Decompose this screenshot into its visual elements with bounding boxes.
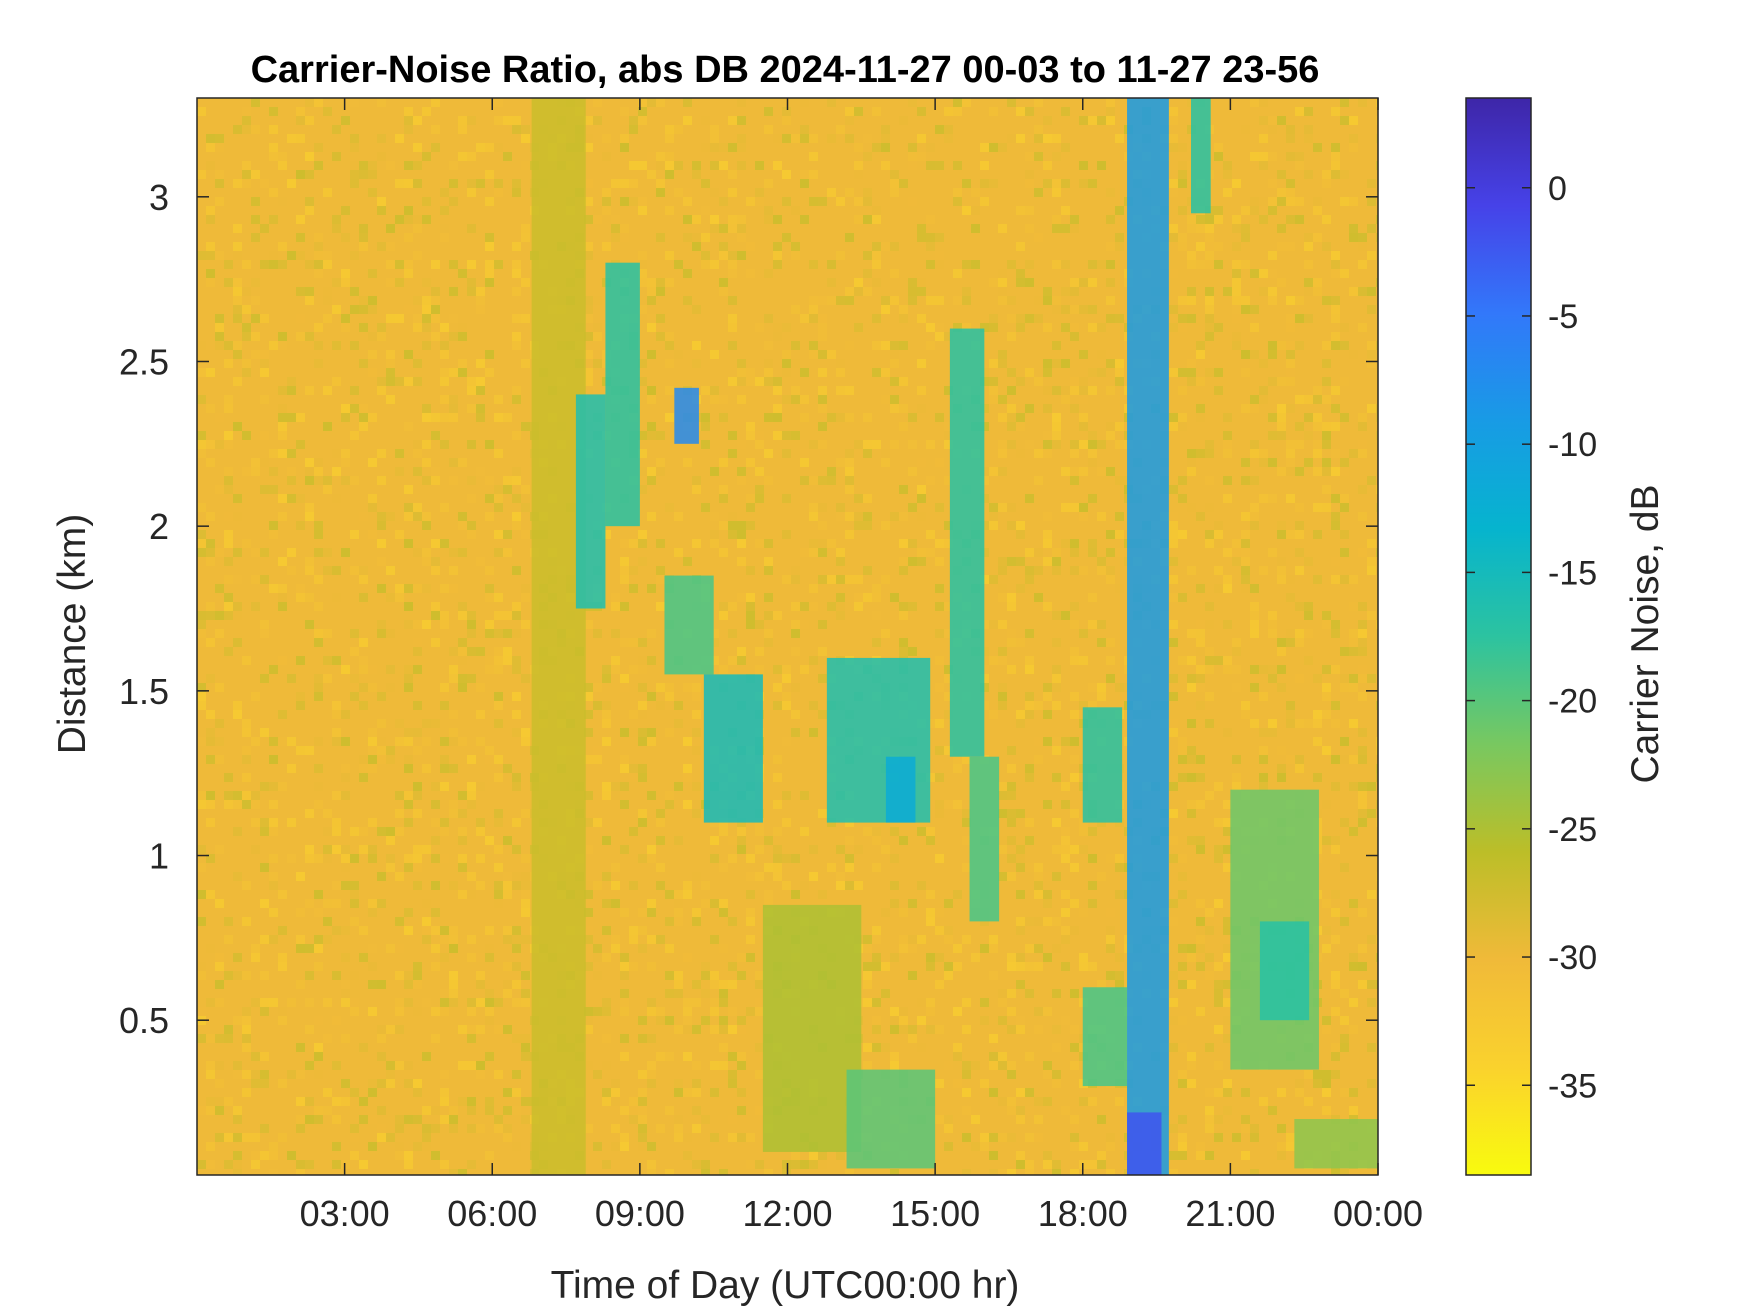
- colorbar-tick-label: -15: [1548, 554, 1597, 592]
- x-axis-label: Time of Day (UTC00:00 hr): [551, 1264, 1020, 1307]
- chart-title: Carrier-Noise Ratio, abs DB 2024-11-27 0…: [251, 49, 1320, 91]
- heatmap-feature-8: [885, 756, 916, 823]
- colorbar: 0 -5 -10 -15 -20 -25 -30 -35: [1465, 97, 1597, 1176]
- heatmap-feature-6: [762, 904, 862, 1152]
- colorbar-tick-label: -30: [1548, 939, 1597, 977]
- heatmap-feature-5: [703, 674, 763, 823]
- colorbar-gradient: [1465, 97, 1532, 1176]
- colorbar-tick-label: -5: [1548, 298, 1578, 336]
- y-tick-label: 3: [149, 177, 169, 218]
- heatmap-feature-15: [1127, 1112, 1162, 1175]
- axes: 03:00 06:00 09:00 12:00 15:00 18:00 21:00 00:00…: [119, 97, 1423, 1234]
- heatmap-feature-2: [605, 262, 640, 527]
- heatmap-feature-16: [1191, 98, 1211, 214]
- heatmap-feature-4: [664, 575, 714, 675]
- colorbar-tick-label: -20: [1548, 683, 1597, 721]
- heatmap-feature-9: [846, 1069, 936, 1169]
- colorbar-tick-label: 0: [1548, 170, 1567, 208]
- x-tick-label: 09:00: [595, 1193, 685, 1234]
- x-tick-label: 00:00: [1333, 1193, 1423, 1234]
- x-tick-label: 03:00: [300, 1193, 390, 1234]
- y-tick-label: 0.5: [119, 1000, 169, 1041]
- heatmap-feature-3: [674, 387, 699, 444]
- heatmap-feature-19: [1294, 1119, 1378, 1169]
- heatmap-feature-13: [1082, 987, 1128, 1087]
- colorbar-tick-label: -25: [1548, 811, 1597, 849]
- y-tick-label: 1: [149, 836, 169, 877]
- x-tick-label: 12:00: [742, 1193, 832, 1234]
- x-tick-label: 06:00: [447, 1193, 537, 1234]
- heatmap-plot-area: [197, 98, 1378, 1175]
- heatmap-feature-10: [949, 328, 985, 757]
- colorbar-tick-label: -10: [1548, 426, 1597, 464]
- y-tick-label: 1.5: [119, 671, 169, 712]
- heatmap-feature-14: [1127, 98, 1169, 1175]
- y-tick-label: 2.5: [119, 341, 169, 382]
- colorbar-label: Carrier Noise, dB: [1624, 484, 1667, 783]
- y-axis-label: Distance (km): [51, 514, 94, 755]
- heatmap-feature-12: [1082, 707, 1123, 823]
- x-tick-label: 15:00: [890, 1193, 980, 1234]
- y-tick-label: 2: [149, 506, 169, 547]
- heatmap-feature-0: [531, 98, 586, 1175]
- x-tick-label: 21:00: [1185, 1193, 1275, 1234]
- heatmap-feature-11: [969, 756, 1000, 922]
- heatmap-feature-1: [575, 394, 606, 609]
- heatmap-cells: [197, 98, 1378, 1175]
- x-tick-label: 18:00: [1038, 1193, 1128, 1234]
- heatmap-feature-18: [1259, 921, 1310, 1021]
- colorbar-tick-label: -35: [1548, 1067, 1597, 1105]
